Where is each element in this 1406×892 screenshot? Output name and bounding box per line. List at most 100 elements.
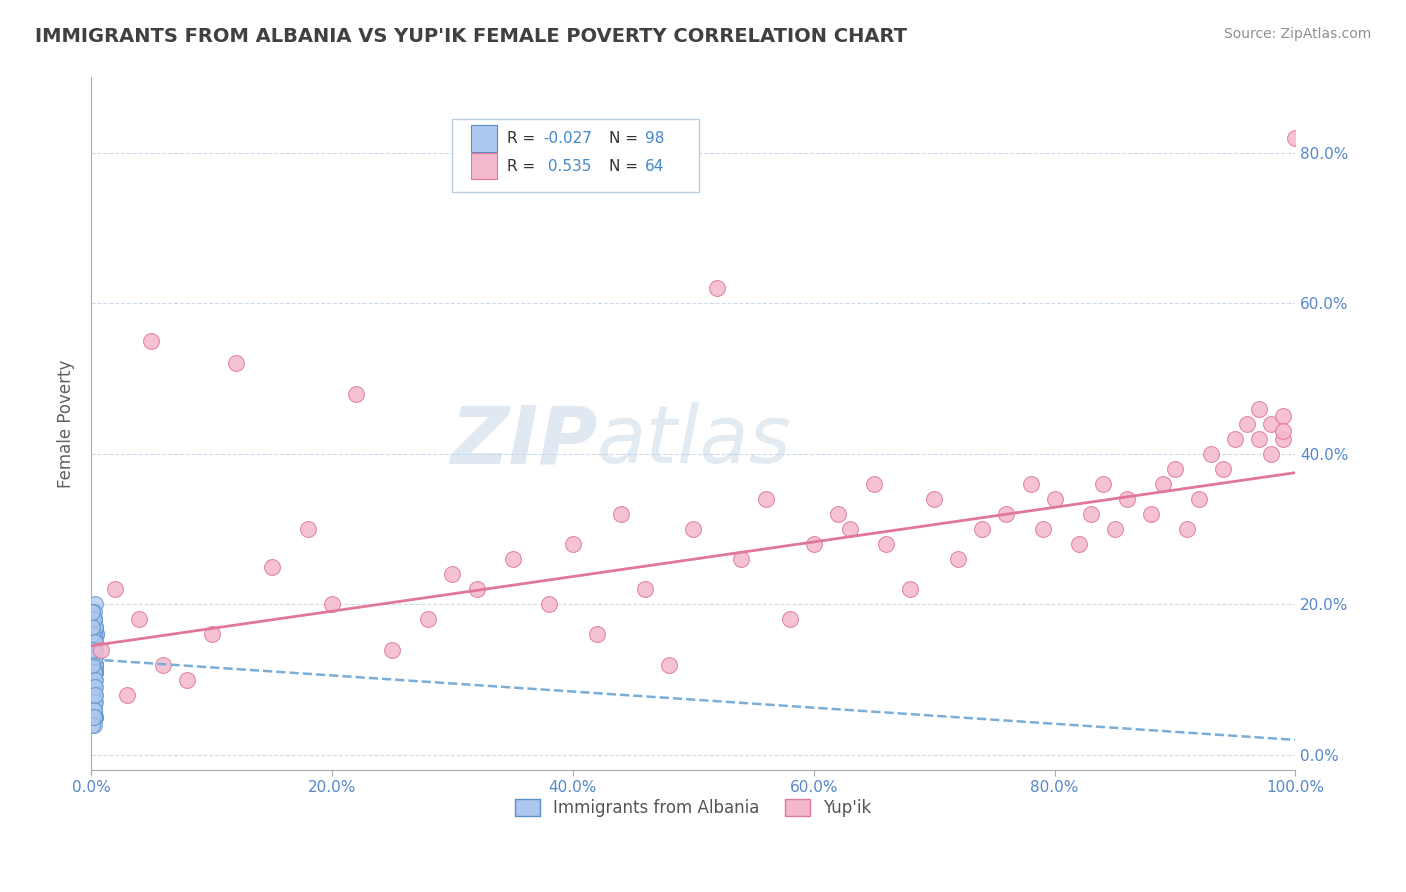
Point <box>152 657 174 672</box>
Point <box>83 650 105 665</box>
Point <box>1164 462 1187 476</box>
Point <box>83 620 105 634</box>
Point <box>83 657 105 672</box>
Text: R =: R = <box>506 159 534 174</box>
Point <box>82 695 104 709</box>
Point <box>922 491 945 506</box>
Point <box>1104 522 1126 536</box>
Text: atlas: atlas <box>598 402 792 480</box>
Point <box>83 703 105 717</box>
Point <box>827 507 849 521</box>
Point <box>83 665 105 680</box>
Point <box>176 673 198 687</box>
Point <box>82 650 104 665</box>
Point <box>82 657 104 672</box>
Point <box>82 695 104 709</box>
Point <box>83 612 105 626</box>
Point <box>82 718 104 732</box>
Point <box>83 688 105 702</box>
Point <box>83 673 105 687</box>
Point <box>83 665 105 680</box>
Point <box>1140 507 1163 521</box>
Point <box>561 537 583 551</box>
Point <box>104 582 127 597</box>
Point <box>838 522 860 536</box>
Text: ZIP: ZIP <box>450 402 598 480</box>
Point <box>1260 417 1282 431</box>
Point <box>1080 507 1102 521</box>
Point <box>83 642 105 657</box>
Point <box>83 710 105 724</box>
Point <box>83 635 105 649</box>
Point <box>1175 522 1198 536</box>
Point <box>995 507 1018 521</box>
Point <box>297 522 319 536</box>
Point <box>83 680 105 694</box>
Point <box>83 642 105 657</box>
Point <box>83 688 105 702</box>
Point <box>82 635 104 649</box>
Point <box>83 650 105 665</box>
Point <box>754 491 776 506</box>
Point <box>83 673 105 687</box>
Text: 0.535: 0.535 <box>543 159 591 174</box>
Point <box>83 673 105 687</box>
Point <box>82 627 104 641</box>
Point <box>83 665 105 680</box>
Point <box>83 612 105 626</box>
Point <box>321 598 343 612</box>
Point <box>90 642 112 657</box>
Point <box>83 718 105 732</box>
Text: -0.027: -0.027 <box>543 131 592 146</box>
FancyBboxPatch shape <box>471 153 496 179</box>
Point <box>83 710 105 724</box>
Point <box>83 635 105 649</box>
Point <box>83 642 105 657</box>
Point <box>83 688 105 702</box>
Point <box>82 657 104 672</box>
Point <box>1249 432 1271 446</box>
Point <box>730 552 752 566</box>
Point <box>948 552 970 566</box>
Point <box>634 582 657 597</box>
Point <box>441 567 464 582</box>
Point <box>83 657 105 672</box>
Point <box>83 680 105 694</box>
Point <box>82 680 104 694</box>
Point <box>682 522 704 536</box>
Point <box>83 642 105 657</box>
Point <box>465 582 488 597</box>
Point <box>1032 522 1054 536</box>
Point <box>83 688 105 702</box>
Point <box>1260 447 1282 461</box>
Point <box>83 673 105 687</box>
Text: 98: 98 <box>645 131 665 146</box>
Point <box>200 627 222 641</box>
Point <box>83 665 105 680</box>
Point <box>82 635 104 649</box>
Point <box>82 650 104 665</box>
Point <box>875 537 897 551</box>
Point <box>898 582 921 597</box>
Point <box>82 688 104 702</box>
Point <box>83 605 105 619</box>
Point <box>83 680 105 694</box>
Point <box>83 695 105 709</box>
Point <box>1272 409 1295 424</box>
Point <box>141 334 163 348</box>
Point <box>83 703 105 717</box>
Legend: Immigrants from Albania, Yup'ik: Immigrants from Albania, Yup'ik <box>509 792 879 824</box>
Point <box>83 642 105 657</box>
Text: N =: N = <box>609 131 638 146</box>
Point <box>1284 130 1306 145</box>
Point <box>83 673 105 687</box>
Point <box>84 627 107 641</box>
Point <box>1272 432 1295 446</box>
Y-axis label: Female Poverty: Female Poverty <box>58 359 75 488</box>
Point <box>779 612 801 626</box>
Point <box>82 688 104 702</box>
Point <box>83 612 105 626</box>
Point <box>117 688 139 702</box>
Point <box>82 688 104 702</box>
Point <box>82 612 104 626</box>
